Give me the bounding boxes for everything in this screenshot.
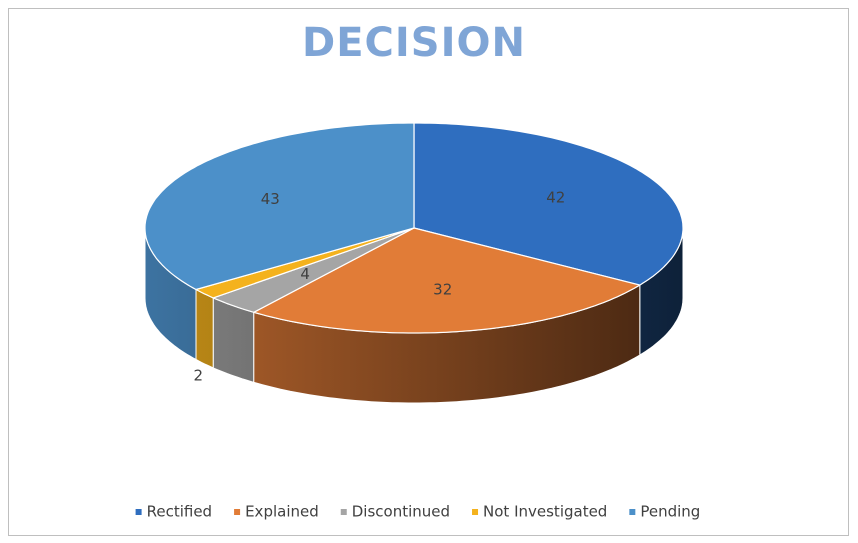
legend-swatch xyxy=(472,509,479,515)
legend-swatch xyxy=(629,509,636,515)
pie-slice xyxy=(144,122,415,291)
data-label: 32 xyxy=(433,280,452,298)
data-label: 42 xyxy=(546,188,565,206)
chart-title: DECISION xyxy=(302,20,526,66)
pie-slice xyxy=(195,227,415,299)
pie-slice xyxy=(212,227,415,313)
legend-label: Not Investigated xyxy=(483,503,607,521)
data-label: 4 xyxy=(300,265,310,283)
legend-label: Pending xyxy=(640,503,700,521)
pie-slice xyxy=(253,227,641,334)
legend-label: Rectified xyxy=(147,503,212,521)
legend-label: Explained xyxy=(245,503,319,521)
legend: Rectified Explained Discontinued Not Invest… xyxy=(135,503,700,521)
legend-swatch xyxy=(135,509,142,515)
data-label: 2 xyxy=(194,366,204,384)
legend-label: Discontinued xyxy=(352,503,450,521)
data-label: 43 xyxy=(261,190,280,208)
legend-swatch xyxy=(234,509,241,515)
legend-swatch xyxy=(340,509,347,515)
pie-side xyxy=(195,288,214,369)
